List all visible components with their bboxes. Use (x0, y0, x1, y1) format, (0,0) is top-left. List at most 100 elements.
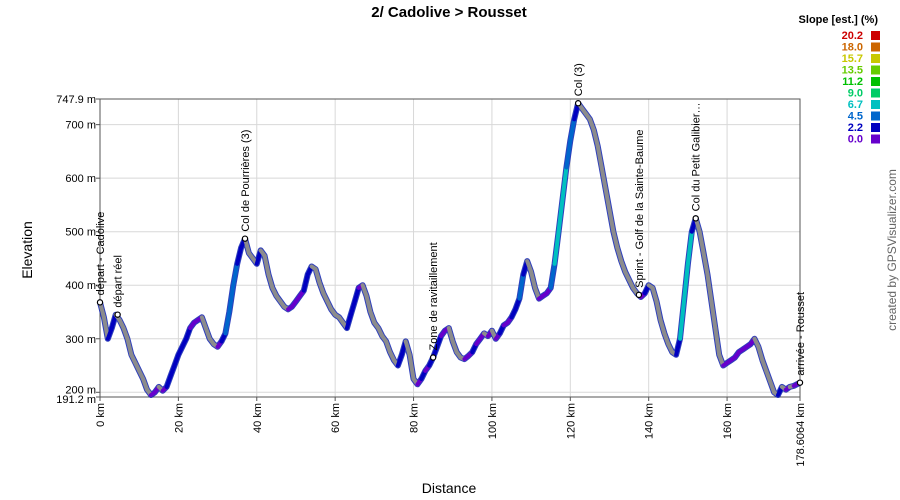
legend-item-label: 2.2 (848, 122, 863, 134)
profile-segment (599, 165, 608, 191)
y-tick-label: 747.9 m (56, 94, 96, 106)
profile-segment (658, 318, 667, 336)
waypoint-marker (114, 311, 121, 318)
profile-segment (231, 261, 240, 288)
profile-segment (301, 272, 310, 293)
profile-segment (674, 336, 683, 357)
plot-frame (99, 98, 801, 398)
profile-segment (262, 253, 271, 277)
waypoint-marker (429, 354, 437, 361)
profile-segment (352, 285, 361, 304)
profile-segment (611, 229, 620, 250)
profile-segment (517, 272, 526, 301)
profile-segment (705, 272, 714, 304)
profile-segment (678, 299, 686, 341)
profile-segment (591, 127, 600, 149)
legend-item-label: 20.2 (842, 30, 863, 42)
profile-segment (235, 245, 244, 266)
profile-segment (548, 261, 557, 290)
profile-segment (681, 261, 690, 304)
profile-segment (556, 197, 565, 234)
x-tick-label: 120 km (565, 403, 577, 439)
profile-segment (227, 283, 236, 314)
profile-segment (713, 326, 722, 357)
y-axis-label: Elevation (19, 221, 35, 279)
x-axis: 0 km 20 km 40 km 60 km 80 km 100 km 120 km 140 … (95, 397, 807, 467)
profile-segment (552, 229, 561, 266)
profile-segment (313, 267, 322, 285)
profile-segment (446, 326, 455, 344)
waypoint-label: Zone de ravitaillement (428, 242, 440, 350)
x-tick-label: 160 km (722, 403, 734, 439)
waypoint-annotations: départ - Cadolive départ réel Col de Pourr… (95, 63, 807, 386)
legend-item-swatch (871, 88, 880, 98)
profile-segment (344, 312, 353, 331)
x-tick-label: 40 km (252, 403, 264, 433)
x-axis-label: Distance (422, 480, 477, 496)
profile-segment (756, 344, 765, 363)
waypoint-marker (635, 291, 643, 299)
x-tick-label: 140 km (644, 403, 656, 439)
waypoint-label: arrivée - Rousset (795, 292, 807, 376)
legend-item-swatch (871, 134, 880, 144)
profile-segment (529, 269, 538, 290)
profile-segment (709, 299, 718, 331)
legend-item-swatch (871, 31, 880, 40)
x-tick-label: 80 km (409, 403, 421, 433)
profile-segment (560, 165, 569, 202)
legend-item-swatch (871, 123, 880, 132)
y-tick-label: 191.2 m (56, 394, 96, 406)
legend-item-swatch (871, 77, 880, 86)
profile-segment (125, 336, 134, 357)
legend-title: Slope [est.] (%) (799, 14, 879, 26)
legend-item-label: 18.0 (842, 42, 863, 54)
waypoint-label: Sprint - Golf de la Sainte-Baume (634, 130, 646, 288)
y-tick-label: 200 m (65, 384, 96, 396)
y-tick-label: 500 m (65, 227, 96, 239)
slope-legend: Slope [est.] (%) 20.218.015.713.511.29.0… (799, 14, 880, 146)
legend-item-label: 15.7 (842, 53, 863, 65)
y-tick-label: 300 m (65, 334, 96, 346)
profile-segment (348, 299, 357, 317)
waypoint-marker (96, 299, 104, 306)
legend-item-swatch (871, 54, 880, 63)
x-tick-label: 100 km (487, 403, 499, 439)
profile-segment (685, 229, 694, 266)
x-tick-label: 178.6064 km (795, 403, 807, 467)
legend-item-swatch (871, 111, 880, 121)
waypoint-label: Col de Pourrières (3) (240, 130, 252, 232)
waypoint-label: Col du Petit Galibier… (691, 102, 703, 211)
waypoint-marker (692, 215, 699, 222)
profile-segment (364, 293, 373, 314)
chart-title: 2/ Cadolive > Rousset (371, 4, 526, 21)
legend-item-swatch (871, 42, 880, 52)
profile-segment (266, 272, 275, 290)
profile-segment (654, 299, 663, 323)
profile-segment (223, 309, 232, 336)
y-tick-label: 400 m (65, 280, 96, 292)
legend-item-label: 0.0 (848, 134, 863, 146)
y-tick-label: 700 m (65, 120, 96, 132)
profile-segment (407, 352, 416, 381)
legend-item-swatch (871, 65, 880, 75)
waypoint-marker (796, 379, 804, 386)
profile-segment (697, 229, 706, 256)
x-tick-label: 0 km (95, 403, 107, 427)
legend-item-swatch (871, 100, 880, 109)
profile-segment (701, 251, 710, 277)
profile-segment (403, 339, 412, 357)
profile-segment (595, 144, 604, 170)
profile-segment (603, 186, 612, 213)
waypoint-marker (574, 100, 582, 107)
waypoint-label: départ réel (113, 255, 125, 308)
profile-segment (564, 138, 573, 170)
profile-segment (650, 285, 659, 304)
legend-item-label: 4.5 (848, 111, 863, 123)
legend-item-label: 11.2 (842, 76, 863, 88)
profile-segment (568, 117, 577, 143)
x-tick-label: 20 km (173, 403, 185, 433)
profile-segment (607, 208, 616, 234)
credit-text: created by GPSVisualizer.com (885, 169, 899, 331)
